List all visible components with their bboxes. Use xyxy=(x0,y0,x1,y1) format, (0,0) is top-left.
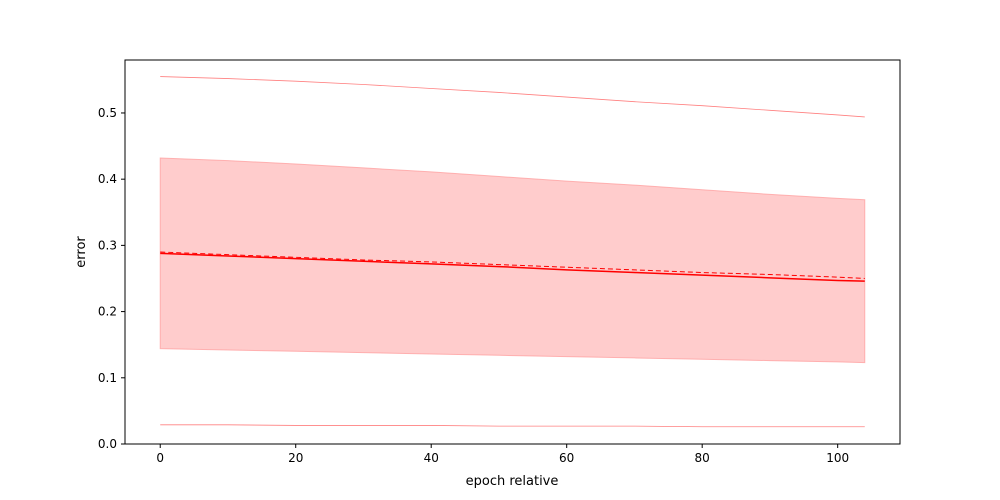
x-tick-label: 40 xyxy=(424,451,439,465)
y-tick-label: 0.3 xyxy=(98,238,117,252)
series-line-reference xyxy=(160,251,865,279)
plot-area-frame xyxy=(124,59,901,445)
y-axis-ticks: 0.0 0.1 0.2 0.3 0.4 0.5 xyxy=(98,106,125,451)
series-line-max xyxy=(160,76,865,118)
x-axis-ticks: 0 20 40 60 80 100 xyxy=(156,444,849,465)
y-tick-label: 0.0 xyxy=(98,437,117,451)
series-line-mean xyxy=(160,252,865,282)
y-tick-label: 0.5 xyxy=(98,106,117,120)
y-tick-label: 0.1 xyxy=(98,371,117,385)
x-tick-label: 20 xyxy=(288,451,303,465)
y-tick-label: 0.4 xyxy=(98,172,117,186)
series-layer xyxy=(160,76,865,428)
y-tick-label: 0.2 xyxy=(98,305,117,319)
x-tick-label: 80 xyxy=(695,451,710,465)
std-band xyxy=(159,157,866,364)
std-band-layer xyxy=(159,157,866,364)
y-axis-label: error xyxy=(74,236,89,268)
x-tick-label: 0 xyxy=(156,451,164,465)
x-tick-label: 60 xyxy=(559,451,574,465)
x-axis-label: epoch relative xyxy=(466,474,559,489)
series-line-min xyxy=(160,424,865,428)
x-tick-label: 100 xyxy=(826,451,849,465)
